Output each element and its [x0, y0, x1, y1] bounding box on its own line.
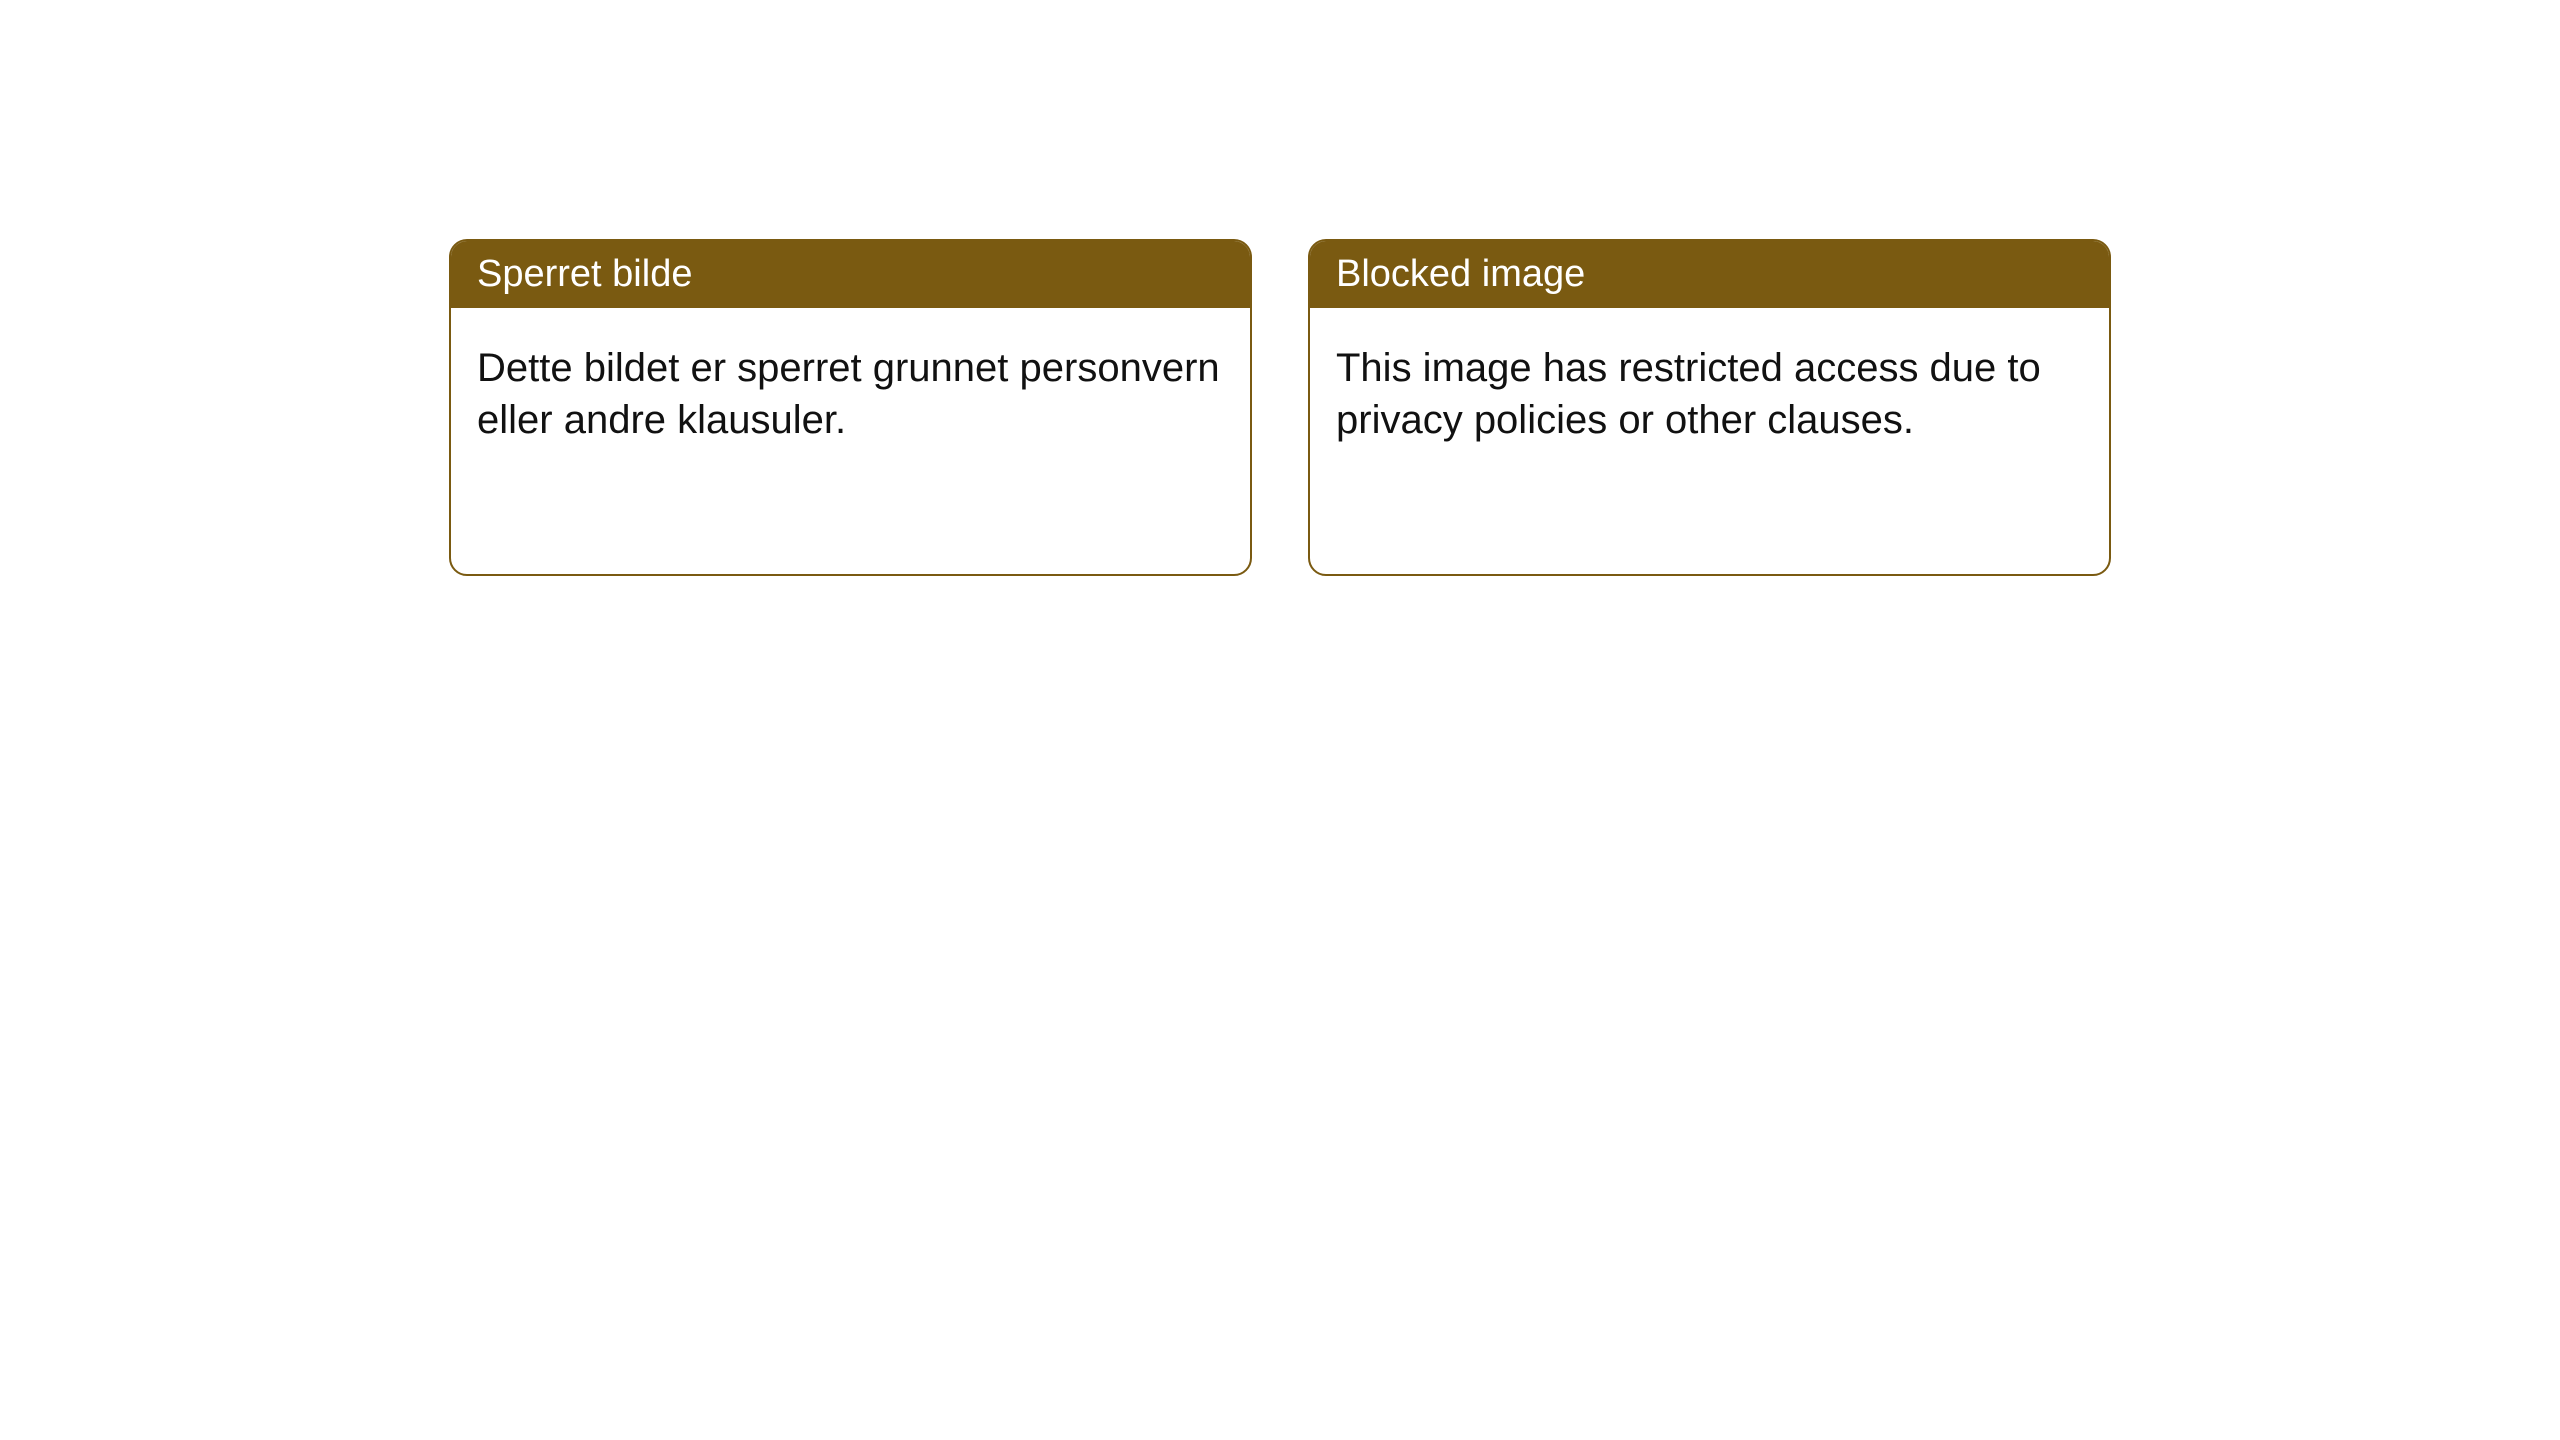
notice-header-english: Blocked image: [1310, 241, 2109, 308]
notice-body-norwegian: Dette bildet er sperret grunnet personve…: [451, 308, 1250, 480]
notice-card-english: Blocked image This image has restricted …: [1308, 239, 2111, 576]
notice-card-norwegian: Sperret bilde Dette bildet er sperret gr…: [449, 239, 1252, 576]
notice-container: Sperret bilde Dette bildet er sperret gr…: [0, 0, 2560, 576]
notice-header-norwegian: Sperret bilde: [451, 241, 1250, 308]
notice-body-english: This image has restricted access due to …: [1310, 308, 2109, 480]
